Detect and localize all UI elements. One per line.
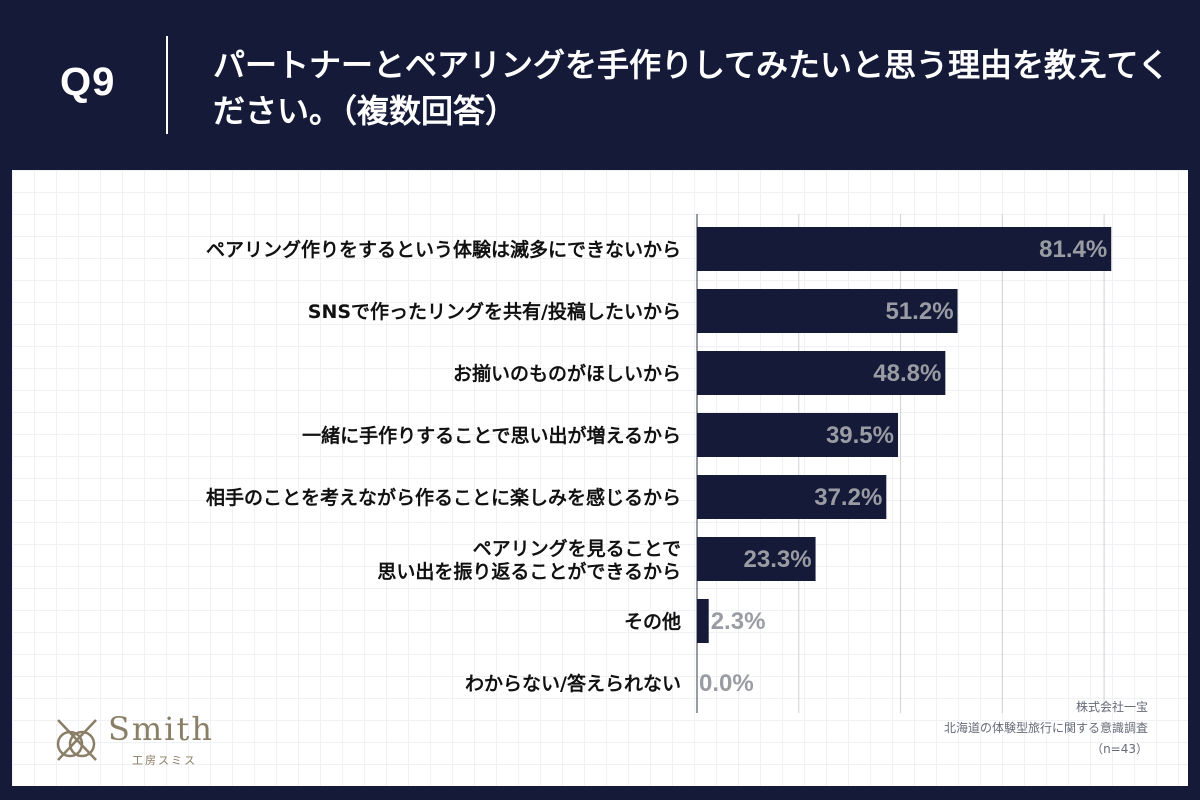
- value-label: 37.2%: [814, 484, 882, 511]
- category-label: 相手のことを考えながら作ることに楽しみを感じるから: [206, 486, 681, 509]
- value-label: 48.8%: [873, 360, 941, 387]
- category-label: SNSで作ったリングを共有/投稿したいから: [308, 300, 681, 323]
- source-company: 株式会社一宝: [1075, 700, 1148, 714]
- source-sample: （n=43）: [1091, 742, 1148, 756]
- category-label: その他: [624, 610, 681, 633]
- bar: [697, 413, 899, 457]
- value-label: 39.5%: [826, 422, 894, 449]
- bar: [697, 475, 887, 519]
- bar: [697, 289, 958, 333]
- bar: [697, 599, 709, 643]
- value-label: 81.4%: [1039, 236, 1107, 263]
- question-text: パートナーとペアリングを手作りしてみたいと思う理由を教えてください。（複数回答）: [213, 46, 1170, 130]
- question-number: Q9: [60, 60, 116, 104]
- value-label: 23.3%: [744, 546, 812, 573]
- bar: [697, 351, 946, 395]
- smith-logo: Smith 工房スミス: [48, 710, 238, 770]
- value-label: 51.2%: [885, 298, 953, 325]
- bar-chart: ペアリング作りをするという体験は滅多にできないから 81.4% SNSで作ったリング…: [206, 214, 1112, 713]
- category-label: ペアリングを見ることで思い出を振り返ることができるから: [377, 537, 681, 583]
- category-label: ペアリング作りをするという体験は滅多にできないから: [206, 238, 681, 261]
- value-label: 0.0%: [699, 670, 754, 697]
- source-note: 株式会社一宝 北海道の体験型旅行に関する意識調査 （n=43）: [944, 697, 1148, 760]
- ring-logo-icon: [56, 719, 97, 761]
- header-banner: Q9 パートナーとペアリングを手作りしてみたいと思う理由を教えてください。（複数…: [0, 0, 1200, 170]
- value-label: 2.3%: [711, 608, 766, 635]
- header-divider: [166, 36, 168, 134]
- source-survey: 北海道の体験型旅行に関する意識調査: [943, 721, 1148, 735]
- bar: [697, 227, 1112, 271]
- category-label: お揃いのものがほしいから: [453, 362, 681, 385]
- bar: [697, 537, 816, 581]
- chart-panel: ペアリング作りをするという体験は滅多にできないから 81.4% SNSで作ったリング…: [12, 170, 1188, 786]
- logo-wordmark: Smith: [108, 710, 214, 748]
- category-label: わからない/答えられない: [465, 672, 681, 695]
- logo-subtitle: 工房スミス: [132, 754, 197, 767]
- category-label: 一緒に手作りすることで思い出が増えるから: [302, 424, 681, 447]
